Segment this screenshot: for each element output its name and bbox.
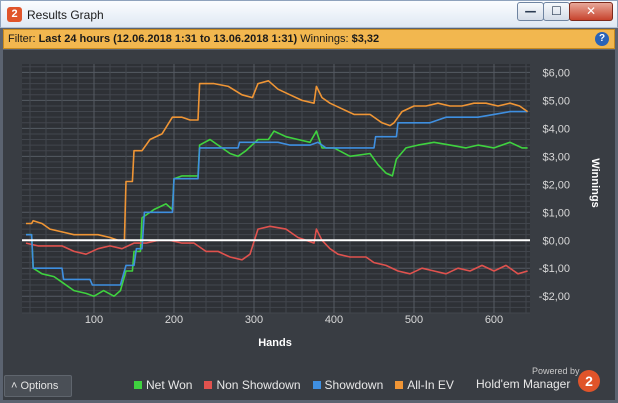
filter-bar: Filter: Last 24 hours (12.06.2018 1:31 t… bbox=[3, 29, 615, 49]
x-tick-label: 300 bbox=[245, 314, 263, 326]
x-tick-label: 100 bbox=[85, 314, 103, 326]
x-tick-labels: 100 200 300 400 500 600 bbox=[85, 314, 503, 326]
y-tick-label: $6,00 bbox=[542, 67, 570, 79]
series-line-all-in-ev bbox=[26, 80, 529, 242]
legend-swatch bbox=[134, 381, 142, 389]
close-button[interactable]: ✕ bbox=[569, 2, 613, 21]
legend-item[interactable]: Non Showdown bbox=[204, 378, 301, 392]
filter-value: Last 24 hours (12.06.2018 1:31 to 13.06.… bbox=[38, 33, 298, 45]
options-button[interactable]: ˄ Options bbox=[4, 375, 72, 397]
legend-label: All-In EV bbox=[407, 378, 454, 392]
legend-label: Net Won bbox=[146, 378, 193, 392]
x-axis-title: Hands bbox=[258, 337, 292, 349]
legend-label: Non Showdown bbox=[216, 378, 301, 392]
series-line-net-won bbox=[26, 130, 528, 298]
x-tick-label: 200 bbox=[165, 314, 183, 326]
winnings-label: Winnings: bbox=[300, 33, 349, 45]
y-tick-label: -$2,00 bbox=[539, 291, 570, 303]
chart-series bbox=[25, 80, 529, 298]
series-line-non-showdown bbox=[25, 225, 528, 275]
y-tick-label: $5,00 bbox=[542, 95, 570, 107]
app-logo-icon: 2 bbox=[7, 7, 22, 22]
legend-swatch bbox=[312, 381, 321, 389]
title-bar: 2 Results Graph — ☐ ✕ bbox=[0, 0, 618, 28]
legend-swatch bbox=[395, 381, 404, 389]
brand-name: Hold'em Manager bbox=[476, 377, 571, 391]
powered-by-label: Powered by bbox=[532, 366, 580, 376]
brand-logo-icon: 2 bbox=[578, 370, 600, 392]
legend-swatch bbox=[204, 381, 213, 389]
filter-label: Filter: bbox=[8, 33, 36, 45]
legend-item[interactable]: Showdown bbox=[312, 378, 384, 392]
chart-legend: Net Won Non Showdown Showdown All-In EV bbox=[134, 378, 466, 392]
y-tick-label: -$1,00 bbox=[539, 263, 570, 275]
x-tick-label: 600 bbox=[485, 314, 503, 326]
chevron-up-icon: ˄ bbox=[11, 380, 18, 392]
winnings-value: $3,32 bbox=[351, 33, 380, 45]
legend-label: Showdown bbox=[324, 378, 384, 392]
options-label: Options bbox=[20, 380, 59, 392]
legend-item[interactable]: Net Won bbox=[134, 378, 192, 392]
help-icon[interactable]: ? bbox=[595, 32, 609, 46]
y-axis-title: Winnings bbox=[589, 158, 601, 207]
plot-area bbox=[22, 64, 530, 313]
window-title: Results Graph bbox=[27, 8, 104, 22]
chart-grid bbox=[22, 64, 530, 314]
series-line-showdown bbox=[26, 110, 528, 286]
y-tick-label: $1,00 bbox=[542, 207, 570, 219]
y-tick-label: $0,00 bbox=[542, 235, 570, 247]
x-tick-label: 400 bbox=[325, 314, 343, 326]
y-tick-label: $3,00 bbox=[542, 151, 570, 163]
y-tick-label: $2,00 bbox=[542, 179, 570, 191]
x-tick-label: 500 bbox=[405, 314, 423, 326]
y-tick-labels: $6,00 $5,00 $4,00 $3,00 $2,00 $1,00 $0,00 -$1,0… bbox=[539, 67, 570, 303]
y-tick-label: $4,00 bbox=[542, 123, 570, 135]
legend-item[interactable]: All-In EV bbox=[395, 378, 454, 392]
